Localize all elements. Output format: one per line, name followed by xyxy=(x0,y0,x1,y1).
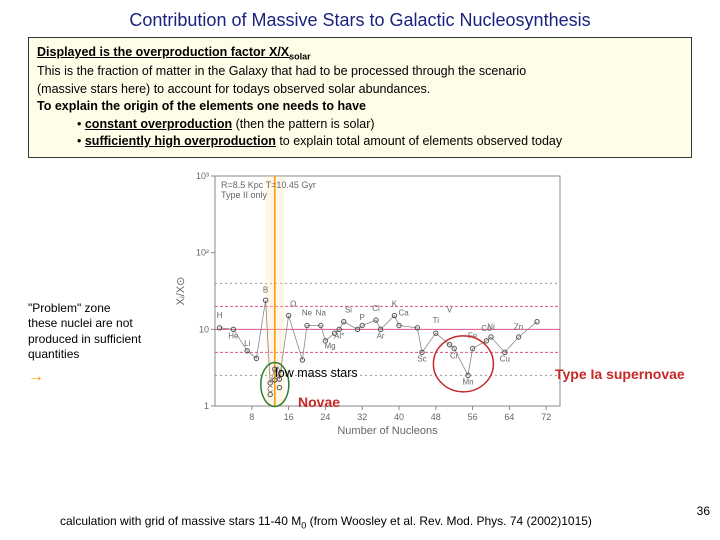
svg-text:O: O xyxy=(290,299,296,308)
svg-text:64: 64 xyxy=(504,412,514,422)
desc-line1: Displayed is the overproduction factor X… xyxy=(37,45,311,59)
svg-text:24: 24 xyxy=(320,412,330,422)
svg-text:Cu: Cu xyxy=(500,354,510,363)
svg-text:V: V xyxy=(447,305,453,314)
lowmass-label: low mass stars xyxy=(275,366,358,380)
svg-text:48: 48 xyxy=(431,412,441,422)
desc-line4: To explain the origin of the elements on… xyxy=(37,98,683,116)
svg-text:16: 16 xyxy=(284,412,294,422)
svg-text:Na: Na xyxy=(316,308,327,317)
svg-text:H: H xyxy=(217,310,223,319)
svg-text:Ti: Ti xyxy=(433,316,440,325)
svg-text:P: P xyxy=(360,313,365,322)
svg-text:R=8.5 Kpc T=10.45 Gyr: R=8.5 Kpc T=10.45 Gyr xyxy=(221,180,316,190)
typeia-label: Type Ia supernovae xyxy=(555,366,685,382)
desc-bullet1: • constant overproduction (then the patt… xyxy=(77,116,683,134)
description-box: Displayed is the overproduction factor X… xyxy=(28,37,692,158)
svg-text:Ni: Ni xyxy=(487,322,495,331)
svg-text:40: 40 xyxy=(394,412,404,422)
caption: calculation with grid of massive stars 1… xyxy=(60,514,592,530)
problem-zone-label: "Problem" zone these nuclei are not prod… xyxy=(28,301,148,388)
svg-text:Ca: Ca xyxy=(398,308,409,317)
svg-text:Cl: Cl xyxy=(372,304,380,313)
page-number: 36 xyxy=(697,504,710,518)
arrow-icon: → xyxy=(28,367,44,388)
svg-text:56: 56 xyxy=(468,412,478,422)
desc-line3: (massive stars here) to account for toda… xyxy=(37,81,683,99)
chart-area: 8162432404856647211010²10³HHeLiBCNONeNaM… xyxy=(0,166,720,446)
desc-bullet2: • sufficiently high overproduction to ex… xyxy=(77,133,683,151)
svg-text:8: 8 xyxy=(249,412,254,422)
svg-text:Xᵢ/X⊙: Xᵢ/X⊙ xyxy=(175,276,187,305)
svg-text:Ar: Ar xyxy=(377,331,385,340)
svg-text:K: K xyxy=(392,299,398,308)
svg-text:Ne: Ne xyxy=(302,308,313,317)
svg-text:Type II only: Type II only xyxy=(221,190,268,200)
svg-text:1: 1 xyxy=(204,401,209,411)
page-title: Contribution of Massive Stars to Galacti… xyxy=(0,0,720,37)
svg-text:Sc: Sc xyxy=(417,354,426,363)
svg-text:Cr: Cr xyxy=(450,351,459,360)
svg-text:72: 72 xyxy=(541,412,551,422)
svg-text:Li: Li xyxy=(244,339,250,348)
svg-text:32: 32 xyxy=(357,412,367,422)
svg-text:B: B xyxy=(263,285,268,294)
desc-line2: This is the fraction of matter in the Ga… xyxy=(37,63,683,81)
novae-label: Novae xyxy=(298,394,340,410)
svg-text:Zn: Zn xyxy=(514,322,523,331)
svg-text:Si: Si xyxy=(345,305,352,314)
svg-text:10²: 10² xyxy=(196,247,209,257)
svg-text:Mg: Mg xyxy=(324,341,335,350)
svg-text:10³: 10³ xyxy=(196,171,209,181)
svg-text:C: C xyxy=(267,385,273,394)
svg-text:Al*: Al* xyxy=(334,331,344,340)
svg-text:Mn: Mn xyxy=(462,377,473,386)
svg-text:10: 10 xyxy=(199,324,209,334)
overproduction-chart: 8162432404856647211010²10³HHeLiBCNONeNaM… xyxy=(170,166,570,436)
svg-text:Number of Nucleons: Number of Nucleons xyxy=(337,425,438,436)
svg-text:He: He xyxy=(228,331,239,340)
